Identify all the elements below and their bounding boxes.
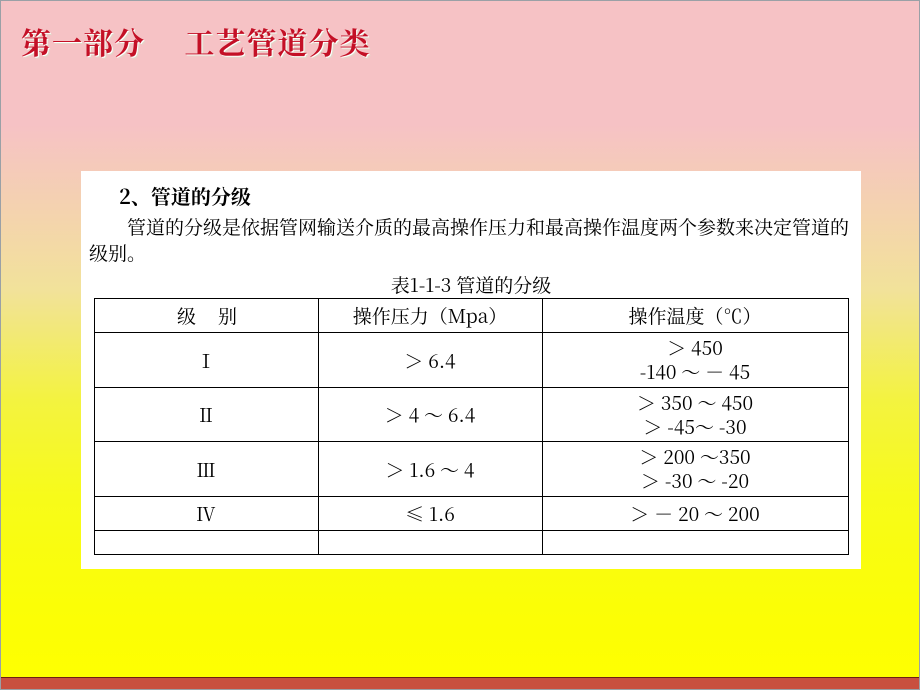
cell-temperature: ＞ 200 ～350 ＞ -30 ～ -20 <box>542 442 848 497</box>
cell-pressure: ＞ 4 ～ 6.4 <box>318 387 542 442</box>
table-header-row: 级别 操作压力（Mpa） 操作温度（℃） <box>94 299 848 333</box>
blank-cell <box>94 530 318 554</box>
table-row: Ⅱ ＞ 4 ～ 6.4 ＞ 350 ～ 450 ＞ -45～ -30 <box>94 387 848 442</box>
cell-temperature: ＞ 350 ～ 450 ＞ -45～ -30 <box>542 387 848 442</box>
cell-level: Ⅲ <box>94 442 318 497</box>
cell-level: Ⅰ <box>94 333 318 388</box>
table-row: Ⅲ ＞ 1.6 ～ 4 ＞ 200 ～350 ＞ -30 ～ -20 <box>94 442 848 497</box>
grade-table: 级别 操作压力（Mpa） 操作温度（℃） Ⅰ ＞ 6.4 ＞ 450 -140 … <box>94 298 849 555</box>
cell-temperature: ＞ － 20 ～ 200 <box>542 496 848 530</box>
content-panel: 2、管道的分级 管道的分级是依据管网输送介质的最高操作压力和最高操作温度两个参数… <box>81 171 861 569</box>
cell-temperature: ＞ 450 -140 ～ － 45 <box>542 333 848 388</box>
cell-level: Ⅳ <box>94 496 318 530</box>
blank-cell <box>318 530 542 554</box>
table-row-blank <box>94 530 848 554</box>
cell-pressure: ＞ 1.6 ～ 4 <box>318 442 542 497</box>
section-heading: 2、管道的分级 <box>119 181 853 210</box>
table-caption: 表1-1-3 管道的分级 <box>89 271 853 298</box>
cell-pressure: ≤ 1.6 <box>318 496 542 530</box>
col-header-level: 级别 <box>94 299 318 333</box>
cell-level: Ⅱ <box>94 387 318 442</box>
slide-title: 第一部分 工艺管道分类 <box>21 19 371 63</box>
table-row: Ⅳ ≤ 1.6 ＞ － 20 ～ 200 <box>94 496 848 530</box>
table-row: Ⅰ ＞ 6.4 ＞ 450 -140 ～ － 45 <box>94 333 848 388</box>
body-paragraph: 管道的分级是依据管网输送介质的最高操作压力和最高操作温度两个参数来决定管道的级别… <box>89 214 849 265</box>
blank-cell <box>542 530 848 554</box>
cell-pressure: ＞ 6.4 <box>318 333 542 388</box>
col-header-pressure: 操作压力（Mpa） <box>318 299 542 333</box>
col-header-temperature: 操作温度（℃） <box>542 299 848 333</box>
footer-strip <box>1 677 919 689</box>
slide: 第一部分 工艺管道分类 2、管道的分级 管道的分级是依据管网输送介质的最高操作压… <box>0 0 920 690</box>
